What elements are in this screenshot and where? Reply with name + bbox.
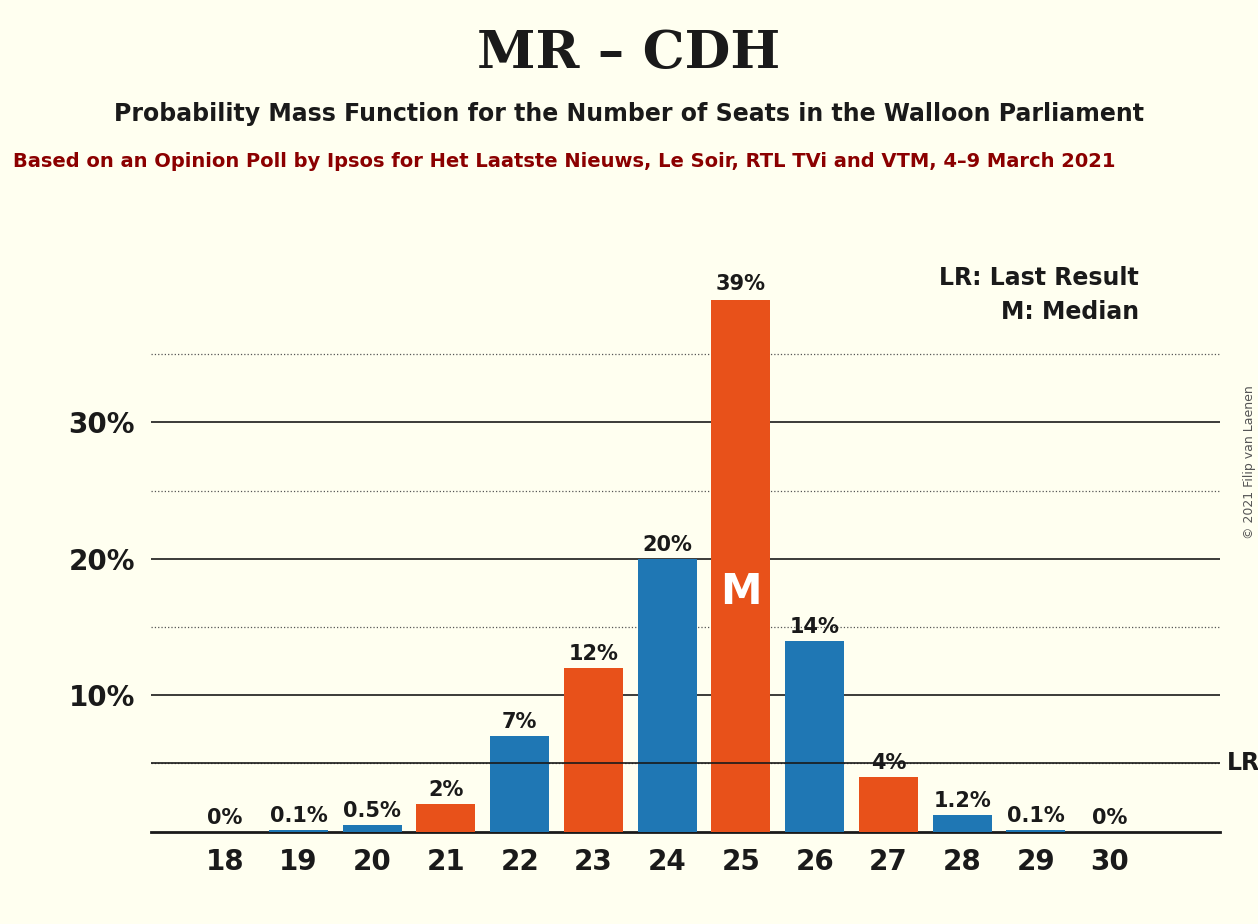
Bar [269, 831, 328, 832]
Text: 0.1%: 0.1% [1006, 806, 1064, 826]
Text: 12%: 12% [569, 644, 619, 663]
Text: 2%: 2% [428, 780, 464, 800]
Bar [416, 804, 476, 832]
Bar [1006, 831, 1066, 832]
Text: 0.5%: 0.5% [343, 801, 401, 821]
Bar [638, 559, 697, 832]
Bar [491, 736, 550, 832]
Text: Based on an Opinion Poll by Ipsos for Het Laatste Nieuws, Le Soir, RTL TVi and V: Based on an Opinion Poll by Ipsos for He… [13, 152, 1115, 172]
Bar [342, 825, 401, 832]
Text: 0%: 0% [208, 808, 243, 828]
Text: Probability Mass Function for the Number of Seats in the Walloon Parliament: Probability Mass Function for the Number… [114, 102, 1144, 126]
Bar [564, 668, 623, 832]
Text: MR – CDH: MR – CDH [477, 28, 781, 79]
Bar [712, 299, 770, 832]
Text: © 2021 Filip van Laenen: © 2021 Filip van Laenen [1243, 385, 1255, 539]
Text: 4%: 4% [871, 753, 906, 773]
Text: 0%: 0% [1092, 808, 1127, 828]
Text: LR: LR [1228, 751, 1258, 775]
Text: 14%: 14% [790, 616, 839, 637]
Bar [859, 777, 918, 832]
Text: 20%: 20% [643, 535, 692, 554]
Bar [785, 640, 844, 832]
Text: 1.2%: 1.2% [933, 791, 991, 811]
Text: LR: Last Result: LR: Last Result [940, 265, 1140, 289]
Text: M: M [720, 571, 761, 614]
Text: 0.1%: 0.1% [269, 806, 327, 826]
Bar [932, 815, 991, 832]
Text: 39%: 39% [716, 274, 766, 294]
Text: M: Median: M: Median [1001, 299, 1140, 323]
Text: 7%: 7% [502, 712, 537, 732]
